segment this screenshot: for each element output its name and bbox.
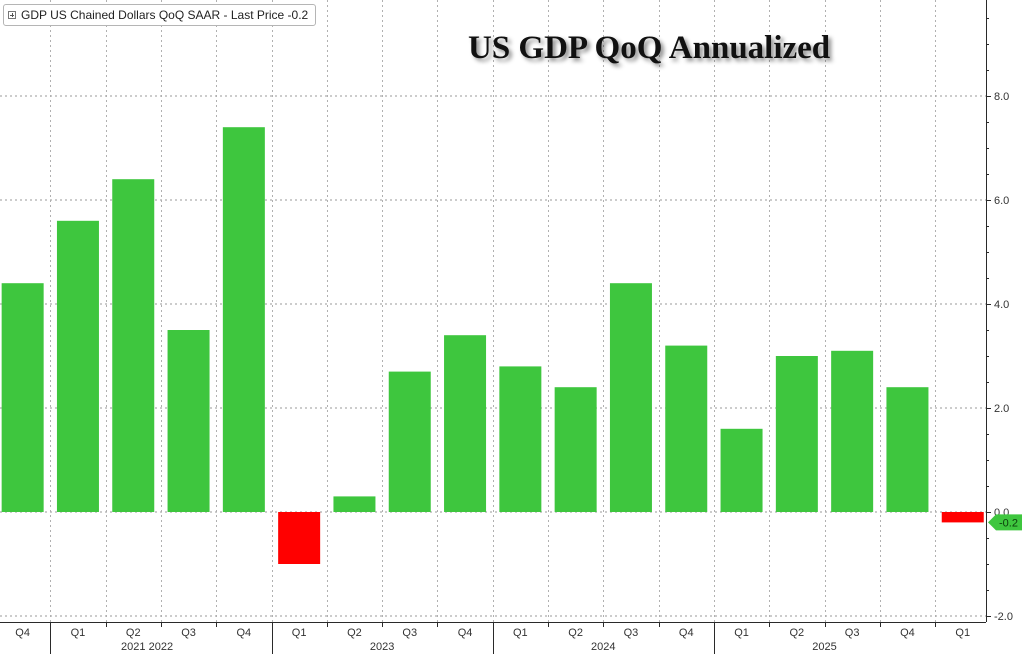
x-tick-label: Q4 bbox=[237, 627, 252, 639]
year-label: 2022 bbox=[149, 641, 173, 653]
x-tick-label: Q4 bbox=[679, 627, 694, 639]
year-label: 2021 bbox=[121, 641, 145, 653]
bar bbox=[333, 496, 376, 512]
x-tick-label: Q3 bbox=[845, 627, 860, 639]
chart-title: US GDP QoQ Annualized bbox=[468, 30, 831, 66]
bar bbox=[831, 350, 874, 512]
y-tick-label: 8.0 bbox=[994, 91, 1009, 103]
bar bbox=[56, 220, 99, 513]
legend[interactable]: GDP US Chained Dollars QoQ SAAR - Last P… bbox=[3, 4, 317, 26]
x-tick-label: Q1 bbox=[71, 627, 86, 639]
bar bbox=[112, 179, 155, 512]
last-value-label: -0.2 bbox=[999, 517, 1018, 529]
y-tick-label: -2.0 bbox=[994, 611, 1013, 623]
bar bbox=[886, 387, 929, 512]
legend-expand-icon[interactable] bbox=[8, 11, 16, 19]
x-tick-label: Q3 bbox=[624, 627, 639, 639]
bar bbox=[222, 127, 265, 512]
year-label: 2025 bbox=[812, 641, 836, 653]
bar bbox=[499, 366, 542, 512]
bar bbox=[720, 428, 763, 512]
x-tick-label: Q1 bbox=[734, 627, 749, 639]
bar bbox=[775, 356, 818, 512]
x-tick-label: Q4 bbox=[900, 627, 915, 639]
bar bbox=[444, 335, 487, 512]
x-tick-label: Q1 bbox=[292, 627, 307, 639]
y-tick-label: 6.0 bbox=[994, 195, 1009, 207]
x-tick-label: Q4 bbox=[458, 627, 473, 639]
y-tick-label: 2.0 bbox=[994, 403, 1009, 415]
bar bbox=[388, 371, 431, 512]
bar bbox=[167, 330, 210, 512]
y-tick-label: 4.0 bbox=[994, 299, 1009, 311]
bar bbox=[609, 283, 652, 512]
x-tick-label: Q2 bbox=[568, 627, 583, 639]
x-tick-label: Q1 bbox=[513, 627, 528, 639]
year-label: 2023 bbox=[370, 641, 394, 653]
x-tick-label: Q4 bbox=[15, 627, 30, 639]
bar bbox=[554, 387, 597, 512]
x-tick-label: Q2 bbox=[126, 627, 141, 639]
grid-lines bbox=[0, 0, 986, 622]
x-tick-label: Q3 bbox=[181, 627, 196, 639]
bar bbox=[278, 512, 321, 564]
last-value-marker bbox=[988, 514, 1022, 531]
x-tick-label: Q3 bbox=[402, 627, 417, 639]
legend-label: GDP US Chained Dollars QoQ SAAR - Last P… bbox=[21, 8, 309, 22]
bar bbox=[941, 512, 984, 523]
bars bbox=[1, 127, 984, 564]
bar bbox=[665, 345, 708, 512]
x-tick-label: Q2 bbox=[347, 627, 362, 639]
x-tick-label: Q2 bbox=[790, 627, 805, 639]
bar bbox=[1, 283, 44, 512]
year-label: 2024 bbox=[591, 641, 615, 653]
x-tick-label: Q1 bbox=[955, 627, 970, 639]
